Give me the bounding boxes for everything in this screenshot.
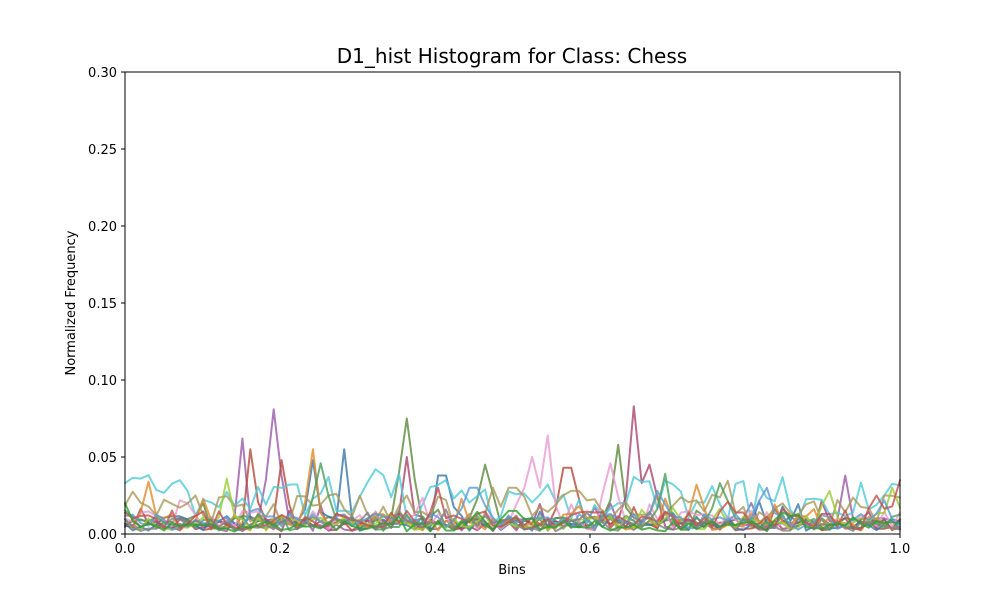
- y-tick-label: 0.15: [88, 297, 117, 312]
- y-tick-label: 0.10: [88, 374, 117, 389]
- x-axis-label: Bins: [498, 563, 526, 578]
- y-tick-label: 0.00: [88, 528, 117, 543]
- x-tick-label: 0.4: [425, 542, 446, 557]
- series-line: [124, 477, 901, 532]
- series-line: [124, 502, 901, 533]
- x-tick-label: 0.2: [270, 542, 291, 557]
- x-tick-label: 1.0: [890, 542, 911, 557]
- x-tick-label: 0.6: [580, 542, 601, 557]
- x-axis: 0.0 0.2 0.4 0.6 0.8 1.0: [115, 534, 911, 557]
- y-tick-label: 0.30: [88, 66, 117, 81]
- series-line: [124, 479, 901, 528]
- y-tick-label: 0.25: [88, 143, 117, 158]
- y-axis: 0.00 0.05 0.10 0.15 0.20 0.25 0.30: [88, 66, 125, 543]
- y-tick-label: 0.20: [88, 220, 117, 235]
- x-tick-label: 0.0: [115, 542, 136, 557]
- chart-title: D1_hist Histogram for Class: Chess: [337, 44, 687, 68]
- y-tick-label: 0.05: [88, 451, 117, 466]
- y-axis-label: Normalized Frequency: [64, 230, 79, 375]
- series-layer: [124, 405, 901, 533]
- x-tick-label: 0.8: [735, 542, 756, 557]
- plot-frame: [124, 71, 901, 535]
